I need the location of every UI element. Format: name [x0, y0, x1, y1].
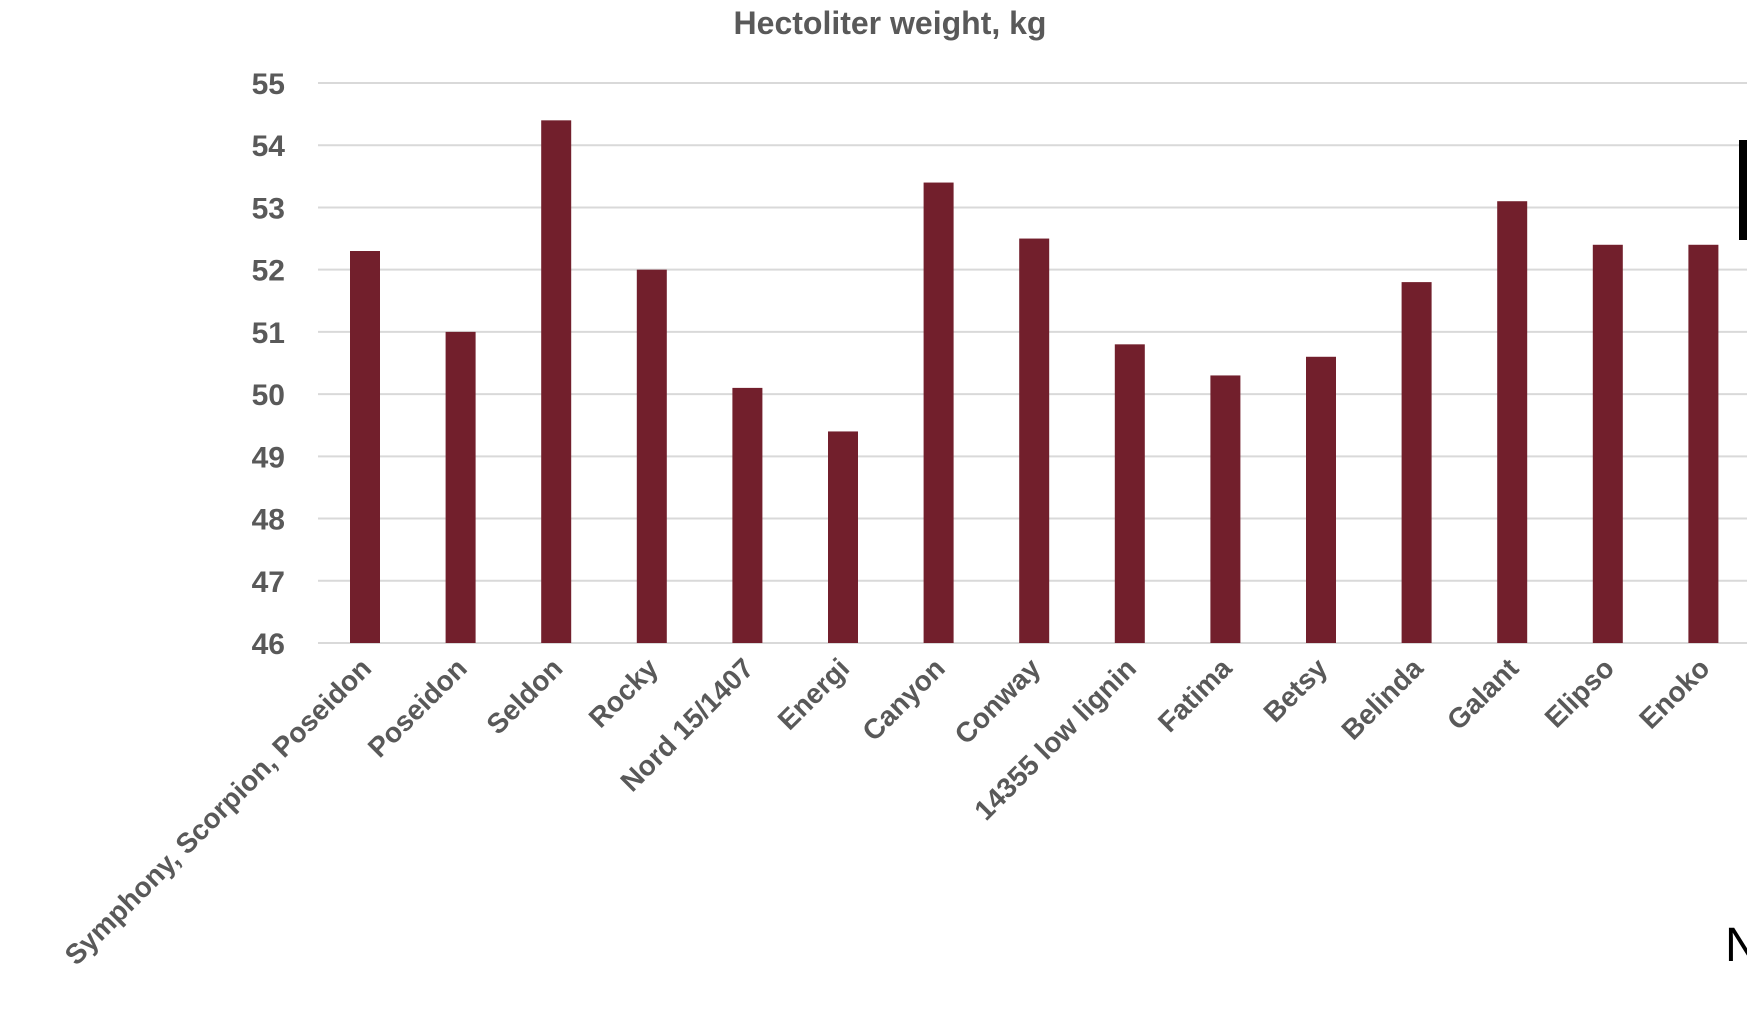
bar — [1114, 344, 1145, 643]
bar — [636, 269, 667, 643]
y-tick-label: 53 — [252, 192, 285, 225]
bar — [350, 251, 380, 643]
bar — [828, 431, 858, 643]
x-category-label: Betsy — [1257, 652, 1333, 728]
bar — [1592, 244, 1623, 643]
y-tick-label: 54 — [252, 130, 286, 163]
x-category-label: Seldon — [481, 652, 569, 740]
bar — [445, 331, 476, 643]
bar — [1210, 375, 1241, 643]
bar — [1401, 282, 1432, 643]
y-tick-label: 55 — [252, 68, 285, 101]
cropped-legend-edge — [1739, 140, 1747, 240]
bar — [1497, 201, 1528, 643]
y-tick-label: 51 — [252, 317, 285, 350]
y-tick-label: 48 — [252, 504, 285, 537]
y-tick-label: 52 — [252, 255, 285, 288]
bar — [541, 120, 572, 644]
bar — [1019, 238, 1050, 644]
bar — [1688, 244, 1719, 643]
x-category-label: Galant — [1441, 652, 1525, 736]
bar — [1306, 356, 1336, 643]
cropped-edge-text: N — [1725, 919, 1747, 972]
y-tick-label: 47 — [252, 566, 285, 599]
x-category-label: Poseidon — [362, 652, 473, 763]
bars — [350, 120, 1719, 644]
x-category-label: Rocky — [583, 652, 665, 734]
y-tick-label: 50 — [252, 379, 285, 412]
y-tick-label: 46 — [252, 628, 285, 661]
bar — [732, 387, 763, 643]
x-category-label: Canyon — [856, 652, 951, 747]
x-category-label: Energi — [772, 652, 856, 736]
x-category-label: Symphony, Scorpion, Poseidon — [59, 652, 378, 971]
x-category-label: Belinda — [1335, 652, 1429, 746]
x-category-label: 14355 low lignin — [968, 652, 1142, 826]
x-category-label: Conway — [949, 652, 1047, 750]
y-tick-label: 49 — [252, 441, 285, 474]
x-category-label: Enoko — [1633, 652, 1715, 734]
x-category-label: Elipso — [1539, 652, 1620, 733]
x-category-label: Fatima — [1152, 652, 1238, 738]
chart-title: Hectoliter weight, kg — [734, 5, 1047, 41]
bar — [923, 182, 954, 644]
y-axis: 46 47 48 49 50 51 52 53 54 55 — [252, 68, 286, 661]
